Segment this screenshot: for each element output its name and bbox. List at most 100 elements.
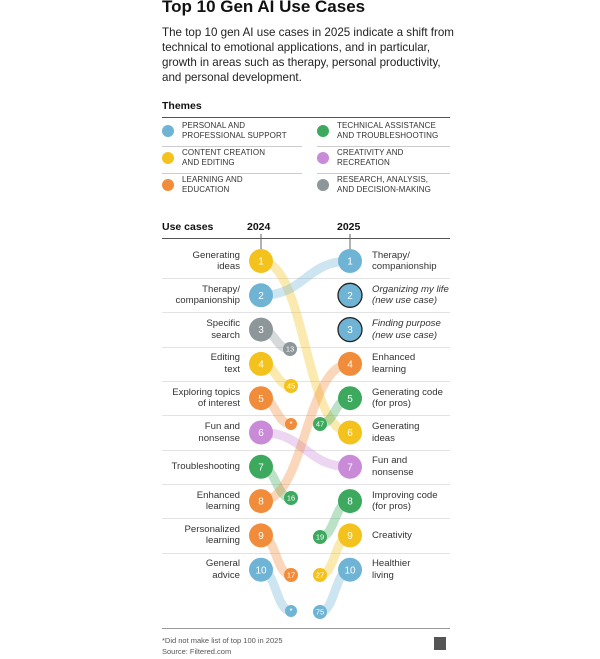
not-in-top-100-marker-label: * xyxy=(289,420,292,429)
yellow-dot-icon xyxy=(162,152,174,164)
rank-2024-badge: 19 xyxy=(313,530,327,544)
rank-2024-circle: 5 xyxy=(249,386,273,411)
rank-2025-circle-shape xyxy=(338,420,362,445)
rank-link xyxy=(260,359,351,506)
use-case-2024-label: Generating ideas xyxy=(192,249,240,273)
rank-2024-circle-label: 2 xyxy=(258,291,264,302)
rank-link xyxy=(260,256,351,437)
rank-2025-circle-label: 10 xyxy=(344,565,356,576)
rank-2024-circle-shape xyxy=(249,249,273,273)
intro-text: The top 10 gen AI use cases in 2025 indi… xyxy=(162,26,454,84)
rank-2025-circle-label: 2 xyxy=(347,291,353,302)
rank-2025-badge-label: 17 xyxy=(287,571,295,580)
use-case-2024-label: Personalized learning xyxy=(184,523,240,547)
use-case-2024-label: Fun and nonsense xyxy=(198,421,240,444)
not-in-top-100-marker-label: * xyxy=(289,607,292,616)
rank-2024-badge: 75 xyxy=(313,605,327,619)
use-case-2025-label: Improving code (for pros) xyxy=(372,489,438,513)
rank-2025-circle-label: 6 xyxy=(347,428,353,439)
year-2025-label: 2025 xyxy=(337,221,361,233)
rank-link xyxy=(260,428,351,472)
rank-2024-circle-label: 7 xyxy=(258,462,264,473)
use-case-2025-label: Generating ideas xyxy=(372,421,420,444)
rank-2025-circle-shape xyxy=(337,316,363,343)
rank-2024-badge-shape xyxy=(313,605,327,619)
rank-2024-badge-label: 19 xyxy=(316,533,324,542)
rank-2025-badge-label: 13 xyxy=(286,345,294,354)
rank-2025-circle-shape xyxy=(338,489,362,514)
rank-2025-badge-label: 45 xyxy=(287,382,295,391)
rank-2024-circle: 9 xyxy=(249,523,273,548)
rank-2025-badge: 45 xyxy=(284,379,298,393)
use-case-2025-label: Generating code (for pros) xyxy=(372,386,443,410)
theme-creativity: CREATIVITY AND RECREATION xyxy=(317,148,403,168)
rank-2025-badge: 13 xyxy=(283,342,297,356)
use-cases-rule xyxy=(162,238,450,239)
rank-2025-circle-shape xyxy=(338,557,362,582)
rank-2025-circle-shape xyxy=(338,386,362,411)
use-case-2025-label: Creativity xyxy=(372,529,412,541)
theme-research: RESEARCH, ANALYSIS, AND DECISION-MAKING xyxy=(317,175,431,195)
rank-2024-circle-shape xyxy=(249,317,273,342)
rank-2024-circle-shape xyxy=(249,351,273,376)
not-in-top-100-marker: * xyxy=(285,605,297,617)
rank-2025-badge-shape xyxy=(284,568,298,582)
rank-2025-circle-label: 3 xyxy=(347,325,353,336)
rank-2025-circle-shape xyxy=(338,523,362,548)
footnote: *Did not make list of top 100 in 2025 xyxy=(162,636,283,645)
rank-2024-circle-shape xyxy=(249,523,273,548)
theme-content: CONTENT CREATION AND EDITING xyxy=(162,148,265,168)
rank-2024-circle-label: 9 xyxy=(258,531,264,542)
use-case-2024-label: Enhanced learning xyxy=(196,489,240,513)
rank-2024-badge: 27 xyxy=(313,568,327,582)
not-in-top-100-marker-shape xyxy=(285,418,297,430)
rank-2024-circle-label: 5 xyxy=(258,394,264,405)
rank-2025-circle-shape xyxy=(338,454,362,479)
rank-2025-badge-shape xyxy=(284,491,298,505)
rank-2025-circle: 7 xyxy=(338,454,362,479)
rank-2024-circle-label: 10 xyxy=(255,565,267,576)
theme-label: PERSONAL AND PROFESSIONAL SUPPORT xyxy=(182,121,287,140)
use-case-2024-label: Exploring topics of interest xyxy=(172,386,240,410)
rank-2025-circle-label: 9 xyxy=(347,531,353,542)
orange-dot-icon xyxy=(162,179,174,191)
rank-2025-badge-shape xyxy=(283,342,297,356)
rank-2025-badge-shape xyxy=(284,379,298,393)
rank-2024-circle-label: 8 xyxy=(258,497,264,508)
theme-personal: PERSONAL AND PROFESSIONAL SUPPORT xyxy=(162,121,287,141)
use-case-2024-label: General advice xyxy=(205,558,240,581)
rank-2025-badge-label: 16 xyxy=(287,494,295,503)
rank-2025-badge: 17 xyxy=(284,568,298,582)
rank-2024-badge-shape xyxy=(313,568,327,582)
theme-divider xyxy=(317,173,450,174)
rank-2024-circle-shape xyxy=(249,386,273,411)
rank-2024-circle-label: 4 xyxy=(258,360,264,371)
rank-2025-circle: 2 xyxy=(337,282,363,308)
theme-label: RESEARCH, ANALYSIS, AND DECISION-MAKING xyxy=(337,175,431,194)
source-text: Source: Filtered.com xyxy=(162,647,232,656)
rank-2024-circle-shape xyxy=(249,454,273,479)
publisher-logo xyxy=(434,637,446,650)
blue-dot-icon xyxy=(162,125,174,137)
use-case-2025-label: Fun and nonsense xyxy=(372,455,414,478)
rank-2025-circle-label: 5 xyxy=(347,394,353,405)
not-in-top-100-marker-shape xyxy=(285,605,297,617)
rank-2024-circle-label: 1 xyxy=(258,257,264,268)
purple-dot-icon xyxy=(317,152,329,164)
use-case-2025-label: Healthier living xyxy=(372,558,411,581)
theme-label: LEARNING AND EDUCATION xyxy=(182,175,243,194)
theme-label: TECHNICAL ASSISTANCE AND TROUBLESHOOTING xyxy=(337,121,439,140)
theme-divider xyxy=(162,173,302,174)
theme-label: CREATIVITY AND RECREATION xyxy=(337,148,404,167)
rank-2024-badge-label: 75 xyxy=(316,608,324,617)
rank-2024-badge-label: 47 xyxy=(316,420,324,429)
rank-2025-circle: 10 xyxy=(338,557,362,582)
theme-technical: TECHNICAL ASSISTANCE AND TROUBLESHOOTING xyxy=(317,121,438,141)
themes-heading: Themes xyxy=(162,100,202,112)
rank-2024-circle: 6 xyxy=(249,420,273,445)
use-case-2025-label: Therapy/ companionship xyxy=(372,249,437,273)
rank-2025-circle: 6 xyxy=(338,420,362,445)
themes-rule xyxy=(162,117,450,118)
rank-2025-circle: 9 xyxy=(338,523,362,548)
